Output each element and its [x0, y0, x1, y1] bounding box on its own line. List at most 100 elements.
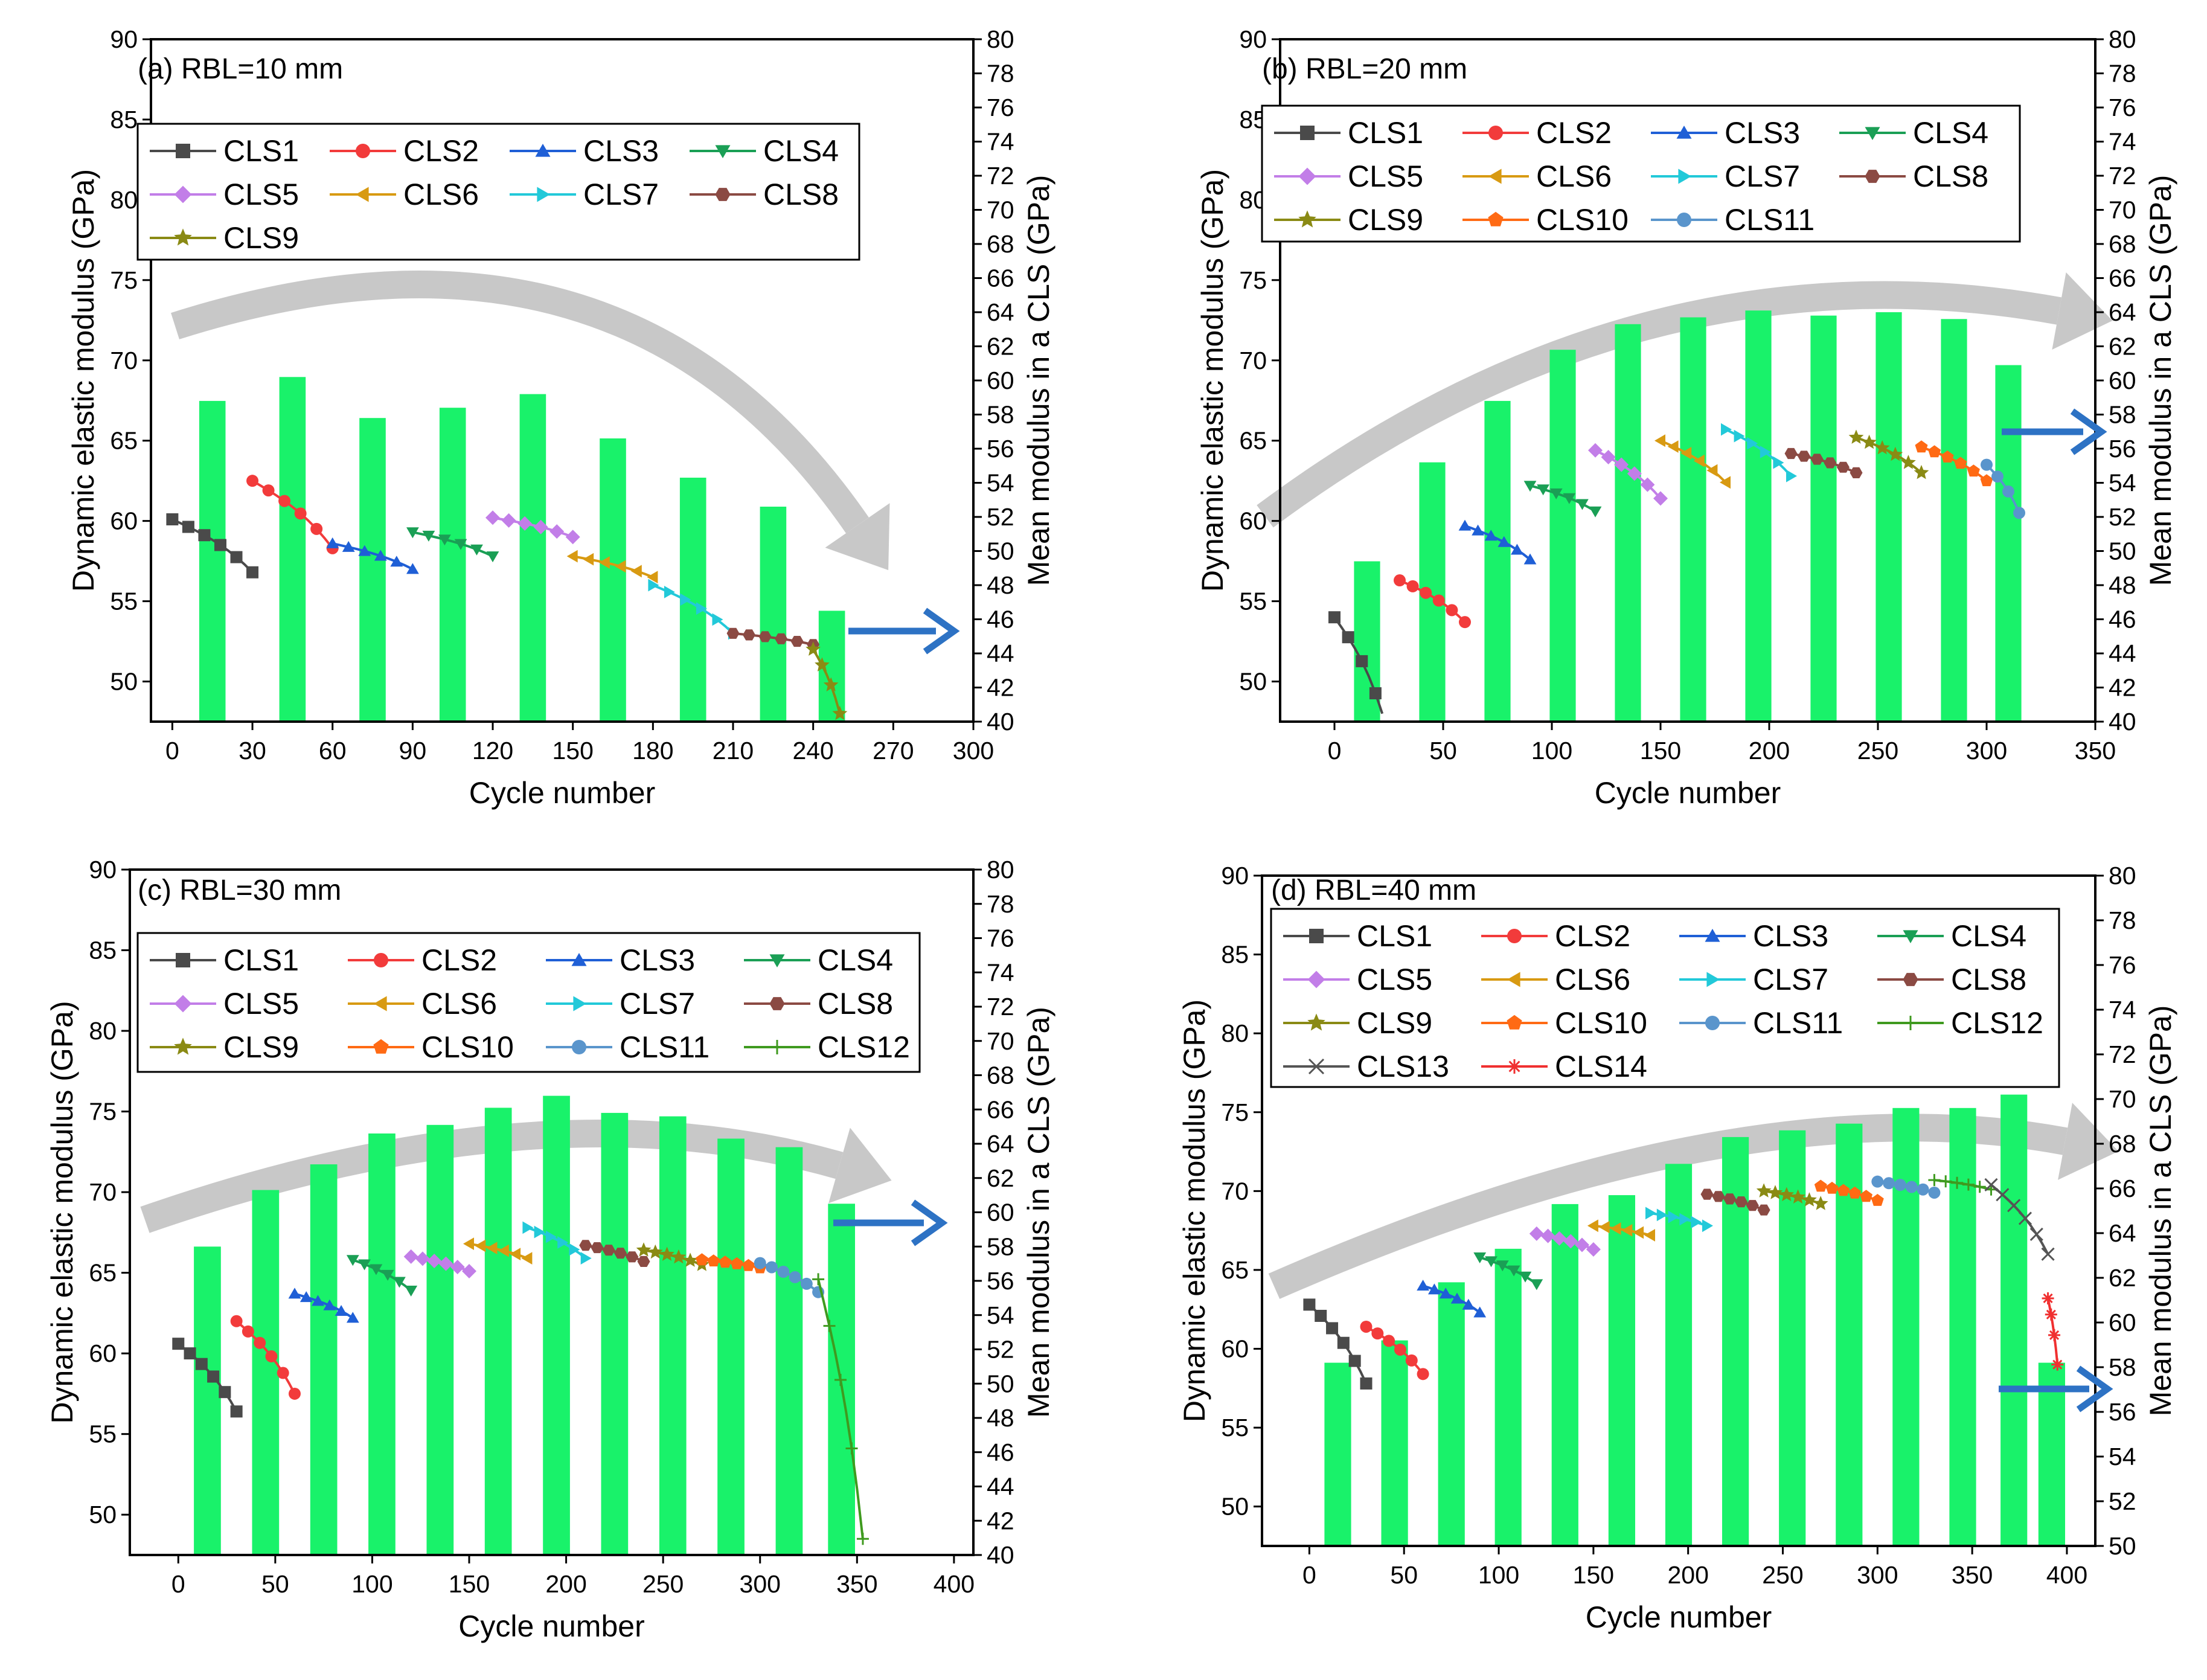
x-tick-label: 250	[1762, 1561, 1803, 1589]
legend-label: CLS9	[1357, 1006, 1432, 1040]
data-point-cls8	[1798, 450, 1811, 462]
legend-marker-cls7	[537, 187, 550, 202]
y-left-tick-label: 85	[110, 106, 138, 133]
data-point-cls1	[1337, 1336, 1350, 1349]
y-left-axis-label: Dynamic elastic modulus (GPa)	[66, 169, 100, 592]
data-point-cls9	[815, 657, 830, 672]
panel-b: 0 50 100 150 200 250 300 3505055606570758085904…	[1196, 25, 2177, 810]
trend-arrow-body	[171, 270, 869, 534]
data-point-cls9	[648, 1244, 663, 1259]
mean-modulus-bar	[1615, 324, 1641, 722]
data-point-cls7	[1773, 456, 1784, 469]
legend: CLS1 CLS2 CLS3 CLS4 CLS5 CLS6 CLS7 CLS8 CLS9 CLS1…	[1261, 104, 2021, 243]
data-point-cls6	[463, 1237, 474, 1250]
legend-marker-cls10	[1507, 1015, 1522, 1030]
legend-marker-cls13	[1308, 1058, 1325, 1075]
legend-marker-cls9	[174, 228, 192, 246]
y-right-tick-label: 66	[987, 1095, 1014, 1123]
data-point-cls8	[775, 633, 788, 644]
data-point-cls11	[1883, 1177, 1895, 1190]
data-point-cls7	[545, 1230, 557, 1243]
data-point-cls10	[1825, 1181, 1839, 1194]
y-left-tick-label: 75	[110, 266, 138, 294]
data-point-cls9	[682, 1252, 698, 1267]
legend-marker-cls9	[1298, 210, 1316, 228]
legend: CLS1 CLS2 CLS3 CLS4 CLS5 CLS6 CLS7 CLS8 CLS9 CLS1…	[136, 932, 921, 1073]
x-tick-label: 300	[1966, 737, 2007, 765]
data-point-cls3	[1484, 530, 1497, 541]
panel-d: 0 50 100 150 200 250 300 350 400 50 55 60 65 70 75 80 85…	[1177, 862, 2177, 1634]
data-point-cls13	[2029, 1227, 2043, 1241]
y-right-tick-label: 76	[2109, 94, 2136, 121]
data-point-cls5	[1601, 450, 1616, 464]
data-point-cls9	[659, 1246, 674, 1261]
data-point-cls5	[549, 524, 565, 539]
y-right-tick-label: 68	[987, 1062, 1014, 1089]
data-point-cls12	[834, 1373, 847, 1386]
data-point-cls6	[1644, 1229, 1655, 1242]
x-axis-label: Cycle number	[1595, 776, 1781, 810]
y-right-tick-label: 78	[2109, 60, 2136, 88]
data-point-cls4	[1537, 484, 1549, 496]
data-point-cls10	[695, 1253, 708, 1266]
data-point-cls8	[579, 1240, 592, 1251]
y-left-tick-label: 55	[1239, 588, 1267, 615]
data-point-cls2	[1405, 1354, 1418, 1367]
x-tick-label: 250	[1857, 737, 1898, 765]
data-point-cls5	[1588, 443, 1603, 458]
data-point-cls10	[1837, 1184, 1850, 1196]
data-point-cls4	[1473, 1252, 1487, 1263]
mean-modulus-bar	[1438, 1282, 1465, 1546]
legend-label: CLS11	[1725, 203, 1815, 237]
y-right-tick-label: 56	[987, 1267, 1014, 1295]
data-point-cls7	[1668, 1210, 1679, 1223]
y-right-tick-label: 64	[987, 1130, 1014, 1158]
data-point-cls3	[312, 1295, 324, 1306]
data-point-cls7	[664, 586, 675, 598]
x-tick-label: 150	[449, 1570, 490, 1598]
data-point-cls1	[207, 1370, 220, 1383]
series-line-cls9	[812, 649, 841, 714]
y-right-tick-label: 78	[2109, 906, 2136, 934]
y-right-tick-label: 68	[2109, 230, 2136, 258]
data-point-cls5	[1575, 1237, 1589, 1252]
data-point-cls11	[2013, 507, 2025, 519]
panel-title: (d) RBL=40 mm	[1271, 874, 1476, 906]
axis-pointer-arrow-head	[923, 608, 960, 655]
x-tick-label: 60	[319, 737, 347, 765]
legend-marker-cls12	[1903, 1016, 1918, 1030]
x-tick-label: 30	[239, 737, 266, 765]
data-point-cls12	[1928, 1174, 1941, 1187]
series-line-cls14	[2046, 1298, 2059, 1365]
data-point-cls12	[1951, 1176, 1964, 1189]
data-point-cls7	[534, 1225, 545, 1239]
data-point-cls2	[288, 1387, 301, 1400]
data-point-cls5	[1640, 477, 1655, 492]
data-point-cls2	[1371, 1327, 1384, 1340]
legend-marker-cls4	[1865, 127, 1880, 140]
data-point-cls5	[533, 519, 548, 534]
y-left-tick-label: 50	[1221, 1493, 1249, 1521]
legend-label: CLS7	[1725, 159, 1800, 193]
y-right-tick-label: 78	[987, 60, 1014, 88]
y-left-axis-label: Dynamic elastic modulus (GPa)	[1196, 169, 1229, 592]
legend-label: CLS4	[763, 134, 839, 168]
data-point-cls8	[1824, 457, 1837, 469]
y-left-tick-label: 80	[110, 186, 138, 214]
y-right-tick-label: 48	[987, 1404, 1014, 1432]
data-point-cls8	[591, 1242, 604, 1254]
x-tick-label: 50	[261, 1570, 289, 1598]
data-point-cls14	[2048, 1329, 2061, 1341]
legend-label: CLS13	[1357, 1050, 1449, 1083]
legend-label: CLS6	[1536, 159, 1612, 193]
data-point-cls11	[1917, 1183, 1929, 1196]
data-point-cls3	[1417, 1280, 1429, 1291]
data-point-cls1	[1326, 1322, 1339, 1335]
data-point-cls6	[1693, 454, 1705, 467]
data-point-cls4	[358, 1259, 371, 1271]
data-point-cls13	[2018, 1211, 2032, 1225]
mean-modulus-bar	[194, 1246, 221, 1556]
data-point-cls4	[370, 1264, 383, 1275]
data-point-cls1	[172, 1338, 185, 1350]
data-point-cls3	[1511, 543, 1523, 555]
